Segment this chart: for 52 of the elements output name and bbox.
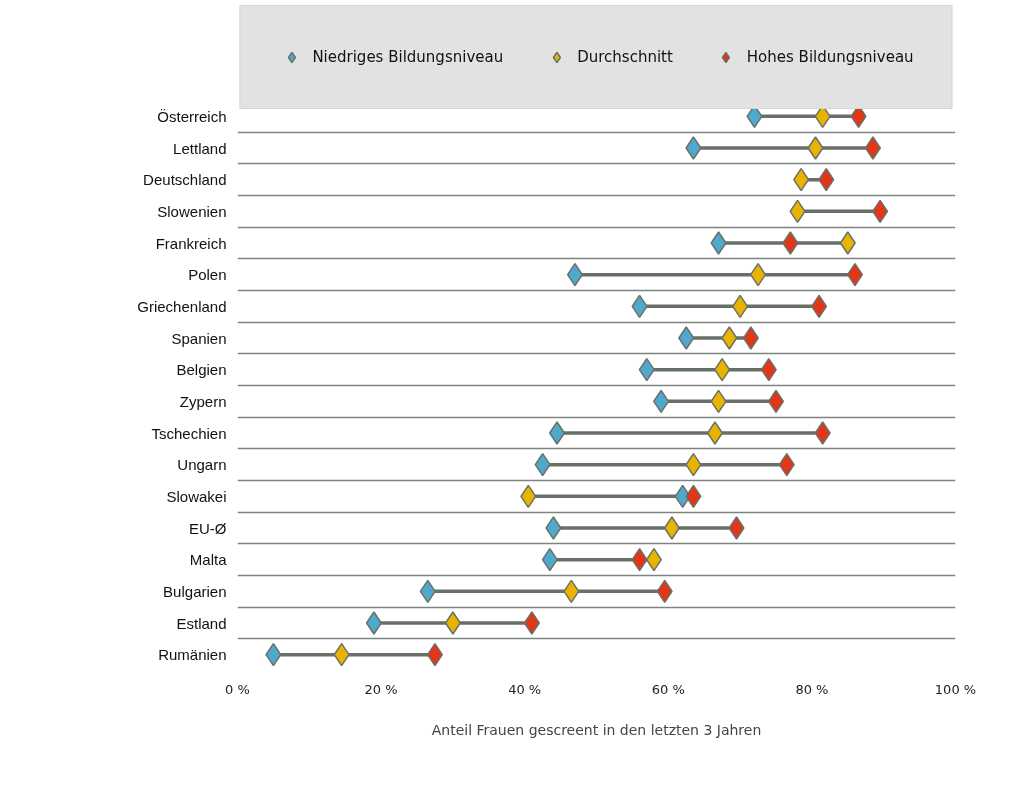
x-tick-label: 60 % bbox=[651, 681, 685, 697]
x-tick-label: 100 % bbox=[934, 681, 977, 697]
y-tick-label: Belgien bbox=[176, 361, 227, 379]
point bbox=[426, 642, 444, 667]
legend-label: Hohes Bildungsniveau bbox=[746, 48, 914, 66]
x-axis-title: Anteil Frauen gescreent in den letzten 3 Jahren bbox=[431, 721, 762, 738]
legend-label: Durchschnitt bbox=[577, 48, 673, 66]
point bbox=[807, 136, 824, 160]
y-tick-label: Griechenland bbox=[137, 297, 227, 315]
point bbox=[728, 516, 745, 540]
y-tick-label: Estland bbox=[176, 614, 227, 632]
point bbox=[706, 421, 724, 445]
point bbox=[814, 421, 831, 445]
point bbox=[710, 231, 727, 255]
y-tick-label: Spanien bbox=[171, 329, 227, 347]
point bbox=[864, 136, 882, 160]
y-tick-label: Bulgarien bbox=[163, 582, 227, 600]
y-tick-label: Polen bbox=[188, 266, 227, 284]
y-tick-label: EU-Ø bbox=[189, 519, 227, 537]
point bbox=[523, 611, 540, 635]
y-tick-label: Slowenien bbox=[157, 202, 227, 220]
x-tick-label: 80 % bbox=[795, 681, 829, 697]
y-tick-label: Deutschland bbox=[143, 171, 227, 189]
point bbox=[839, 231, 856, 255]
x-tick-label: 20 % bbox=[364, 681, 398, 697]
point bbox=[365, 611, 382, 635]
y-tick-label: Malta bbox=[189, 551, 228, 569]
point bbox=[444, 611, 461, 635]
point bbox=[721, 326, 738, 350]
y-tick-label: Frankreich bbox=[155, 234, 227, 252]
y-tick-label: Rumänien bbox=[158, 646, 227, 664]
point bbox=[663, 516, 680, 540]
point bbox=[566, 262, 584, 287]
point bbox=[749, 262, 767, 287]
x-tick-label: 40 % bbox=[508, 681, 542, 697]
point bbox=[742, 326, 759, 350]
x-tick-label: 0 % bbox=[225, 681, 250, 697]
legend-label: Niedriges Bildungsniveau bbox=[312, 48, 504, 66]
point bbox=[685, 136, 702, 160]
point bbox=[846, 262, 864, 287]
y-tick-label: Tschechien bbox=[151, 424, 227, 442]
y-tick-label: Lettland bbox=[173, 139, 227, 157]
point bbox=[678, 326, 695, 350]
y-tick-label: Ungarn bbox=[177, 456, 227, 474]
point bbox=[767, 389, 785, 414]
point bbox=[548, 421, 566, 445]
point bbox=[545, 516, 562, 540]
y-tick-label: Österreich bbox=[157, 107, 227, 125]
y-tick-label: Slowakei bbox=[166, 487, 227, 505]
point bbox=[645, 547, 663, 572]
y-tick-label: Zypern bbox=[179, 392, 227, 410]
point bbox=[782, 231, 799, 255]
